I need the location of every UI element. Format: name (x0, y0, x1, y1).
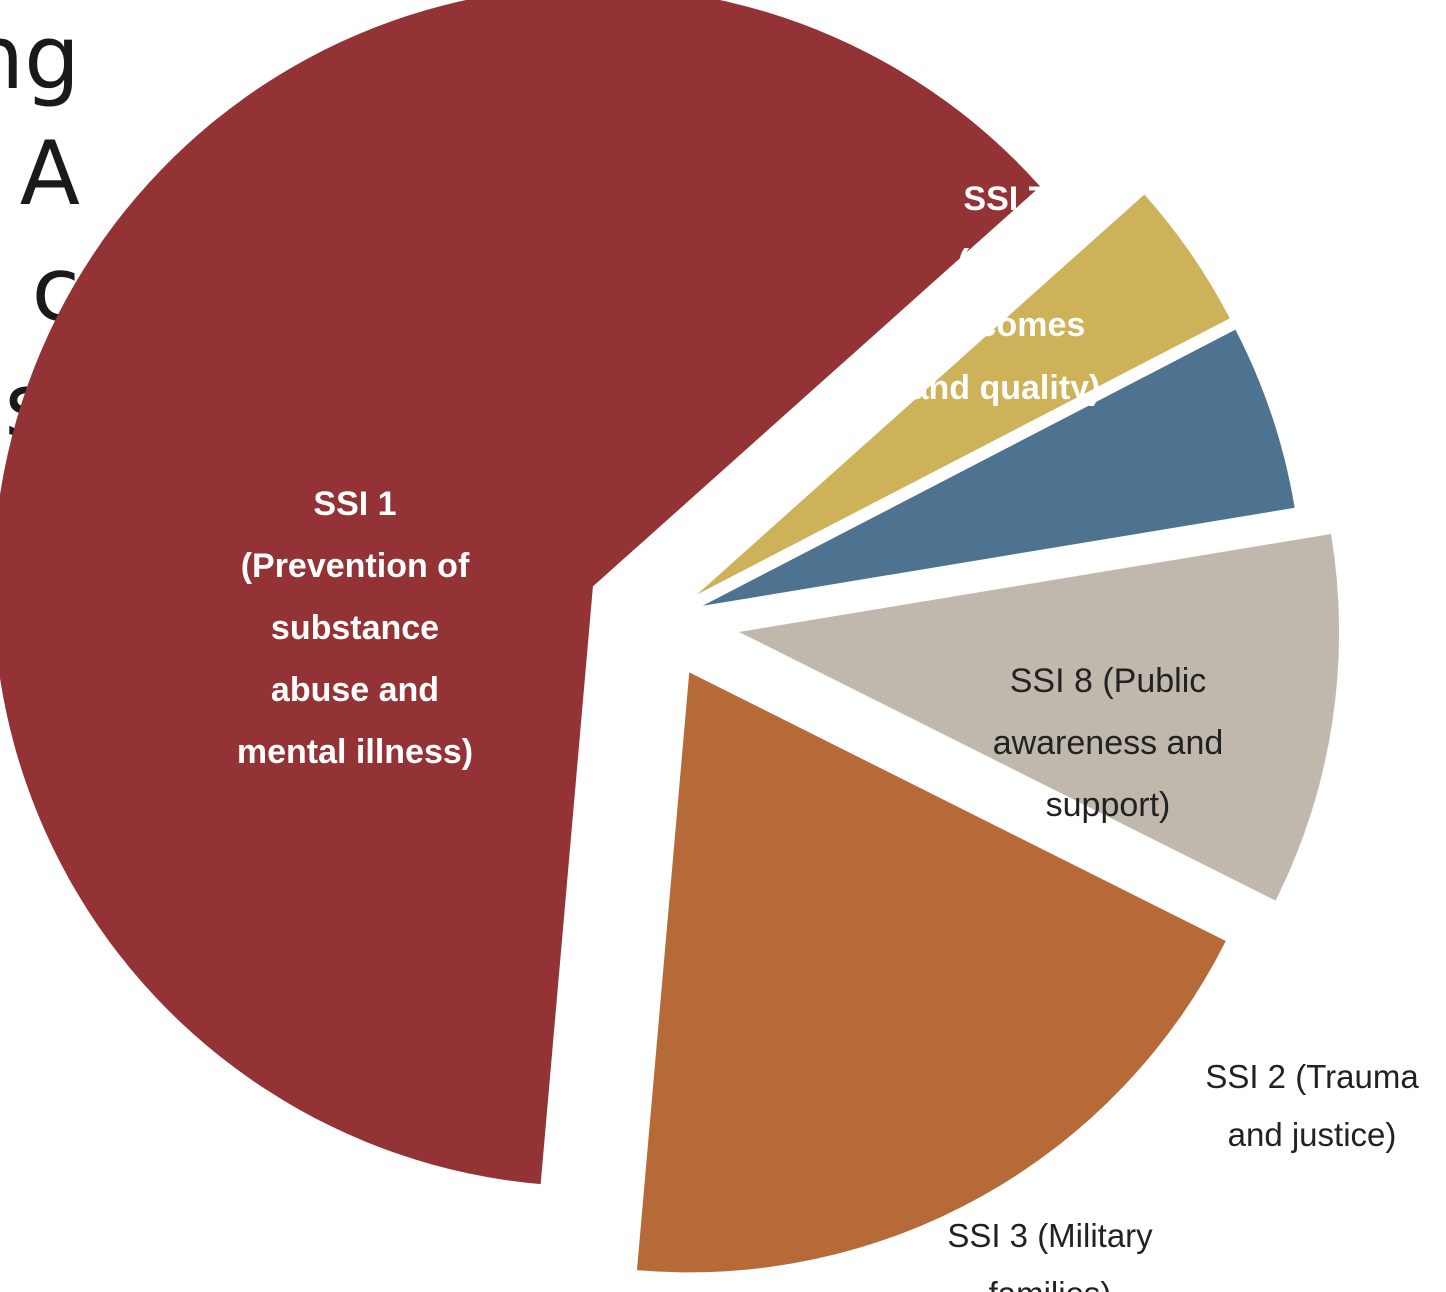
slice-label-line: abuse and (271, 671, 439, 709)
slice-label-line: SSI 2 (Trauma (1205, 1058, 1419, 1095)
slice-label-line: substance (271, 609, 439, 647)
slice-label-ssi7: SSI 7 (Data, outcomes and quality) (910, 180, 1101, 407)
slice-label-line: SSI 8 (Public (1010, 662, 1207, 700)
pie-slice-ssi2 (702, 329, 1295, 606)
slice-label-ssi2: SSI 2 (Trauma and justice) (1205, 1058, 1419, 1153)
slice-label-line: (Prevention of (241, 547, 470, 585)
slice-label-line: awareness and (993, 724, 1224, 762)
slice-label-line: mental illness) (237, 733, 473, 771)
slice-label-line: outcomes (925, 306, 1086, 344)
pie-slice-ssi3 (697, 194, 1230, 595)
slice-label-line: support) (1046, 786, 1171, 824)
slice-label-line: and quality) (910, 369, 1101, 407)
slice-label-line: (Data, (958, 243, 1052, 281)
bg-text-line: ng (0, 6, 80, 109)
slice-label-ssi3: SSI 3 (Military families) (947, 1217, 1153, 1292)
pie-slice-ssi7 (636, 672, 1226, 1273)
slice-label-line: and justice) (1228, 1116, 1397, 1153)
slice-label-line: SSI 3 (Military (947, 1217, 1153, 1254)
slice-label-ssi8: SSI 8 (Public awareness and support) (993, 662, 1224, 824)
bg-text-line: A (19, 122, 80, 225)
slice-label-ssi1: SSI 1 (Prevention of substance abuse and men… (237, 485, 473, 771)
slice-label-line: families) (989, 1275, 1112, 1292)
pie-slice-ssi8 (739, 533, 1340, 901)
slice-label-line: SSI 7 (963, 180, 1046, 218)
slice-label-line: SSI 1 (313, 485, 396, 523)
pie-slice-ssi1 (0, 0, 1041, 1185)
